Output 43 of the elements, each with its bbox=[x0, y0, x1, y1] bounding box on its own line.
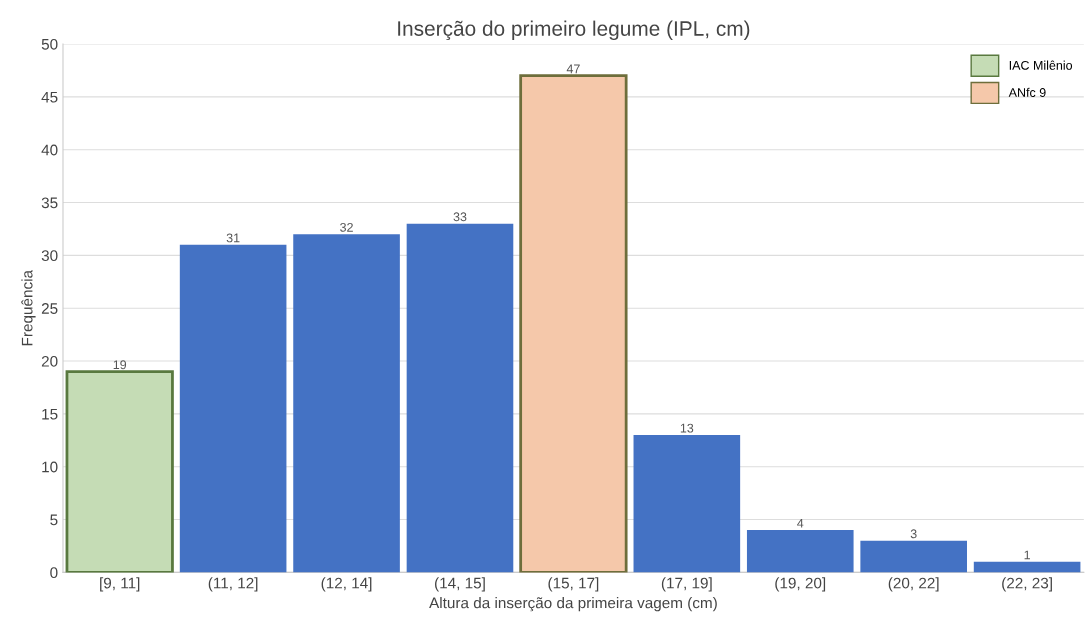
x-tick-label: (12, 14] bbox=[321, 577, 372, 592]
y-tick-label: 0 bbox=[50, 567, 58, 579]
x-tick-label: (22, 23] bbox=[1002, 577, 1052, 592]
y-tick-label: 35 bbox=[41, 197, 58, 209]
data-label: 1 bbox=[1024, 550, 1030, 560]
x-tick-label: (15, 17] bbox=[548, 577, 599, 592]
bar bbox=[633, 435, 741, 573]
x-tick-label: (19, 20] bbox=[775, 577, 826, 592]
bar bbox=[406, 223, 514, 573]
y-tick-label: 30 bbox=[41, 250, 58, 262]
x-tick-label: [9, 11] bbox=[100, 577, 140, 592]
legend-label: ANfc 9 bbox=[1008, 87, 1046, 97]
data-label: 13 bbox=[680, 423, 694, 433]
y-tick-label: 45 bbox=[41, 91, 58, 103]
data-label: 47 bbox=[566, 64, 580, 74]
data-label: 33 bbox=[453, 212, 467, 222]
bar bbox=[860, 540, 967, 573]
x-tick-label: (11, 12] bbox=[208, 577, 258, 592]
y-tick-label: 10 bbox=[42, 461, 58, 473]
y-tick-label: 40 bbox=[41, 144, 58, 156]
bar bbox=[973, 561, 1081, 573]
bar bbox=[179, 244, 287, 573]
data-label: 4 bbox=[797, 518, 804, 528]
x-tick-label: (14, 15] bbox=[435, 577, 485, 592]
data-label: 31 bbox=[226, 233, 240, 243]
bar bbox=[65, 370, 174, 573]
y-tick-label: 5 bbox=[50, 514, 58, 526]
y-tick-label: 25 bbox=[41, 303, 58, 314]
bar bbox=[519, 74, 628, 573]
y-tick-label: 15 bbox=[42, 408, 58, 420]
data-label: 3 bbox=[910, 529, 917, 539]
y-tick-label: 50 bbox=[41, 38, 58, 50]
bar bbox=[746, 530, 854, 573]
data-label: 19 bbox=[113, 360, 127, 370]
bar bbox=[293, 234, 400, 573]
y-axis-title: Frequência bbox=[21, 269, 36, 346]
x-axis-title: Altura da inserção da primeira vagem (cm) bbox=[429, 597, 717, 612]
legend-label: IAC Milênio bbox=[1009, 60, 1073, 70]
x-tick-label: (20, 22] bbox=[888, 577, 939, 592]
y-tick-label: 20 bbox=[41, 355, 58, 367]
chart-title: Inserção do primeiro legume (IPL, cm) bbox=[398, 20, 750, 41]
x-tick-label: (17, 19] bbox=[661, 577, 712, 592]
data-label: 32 bbox=[340, 222, 353, 232]
